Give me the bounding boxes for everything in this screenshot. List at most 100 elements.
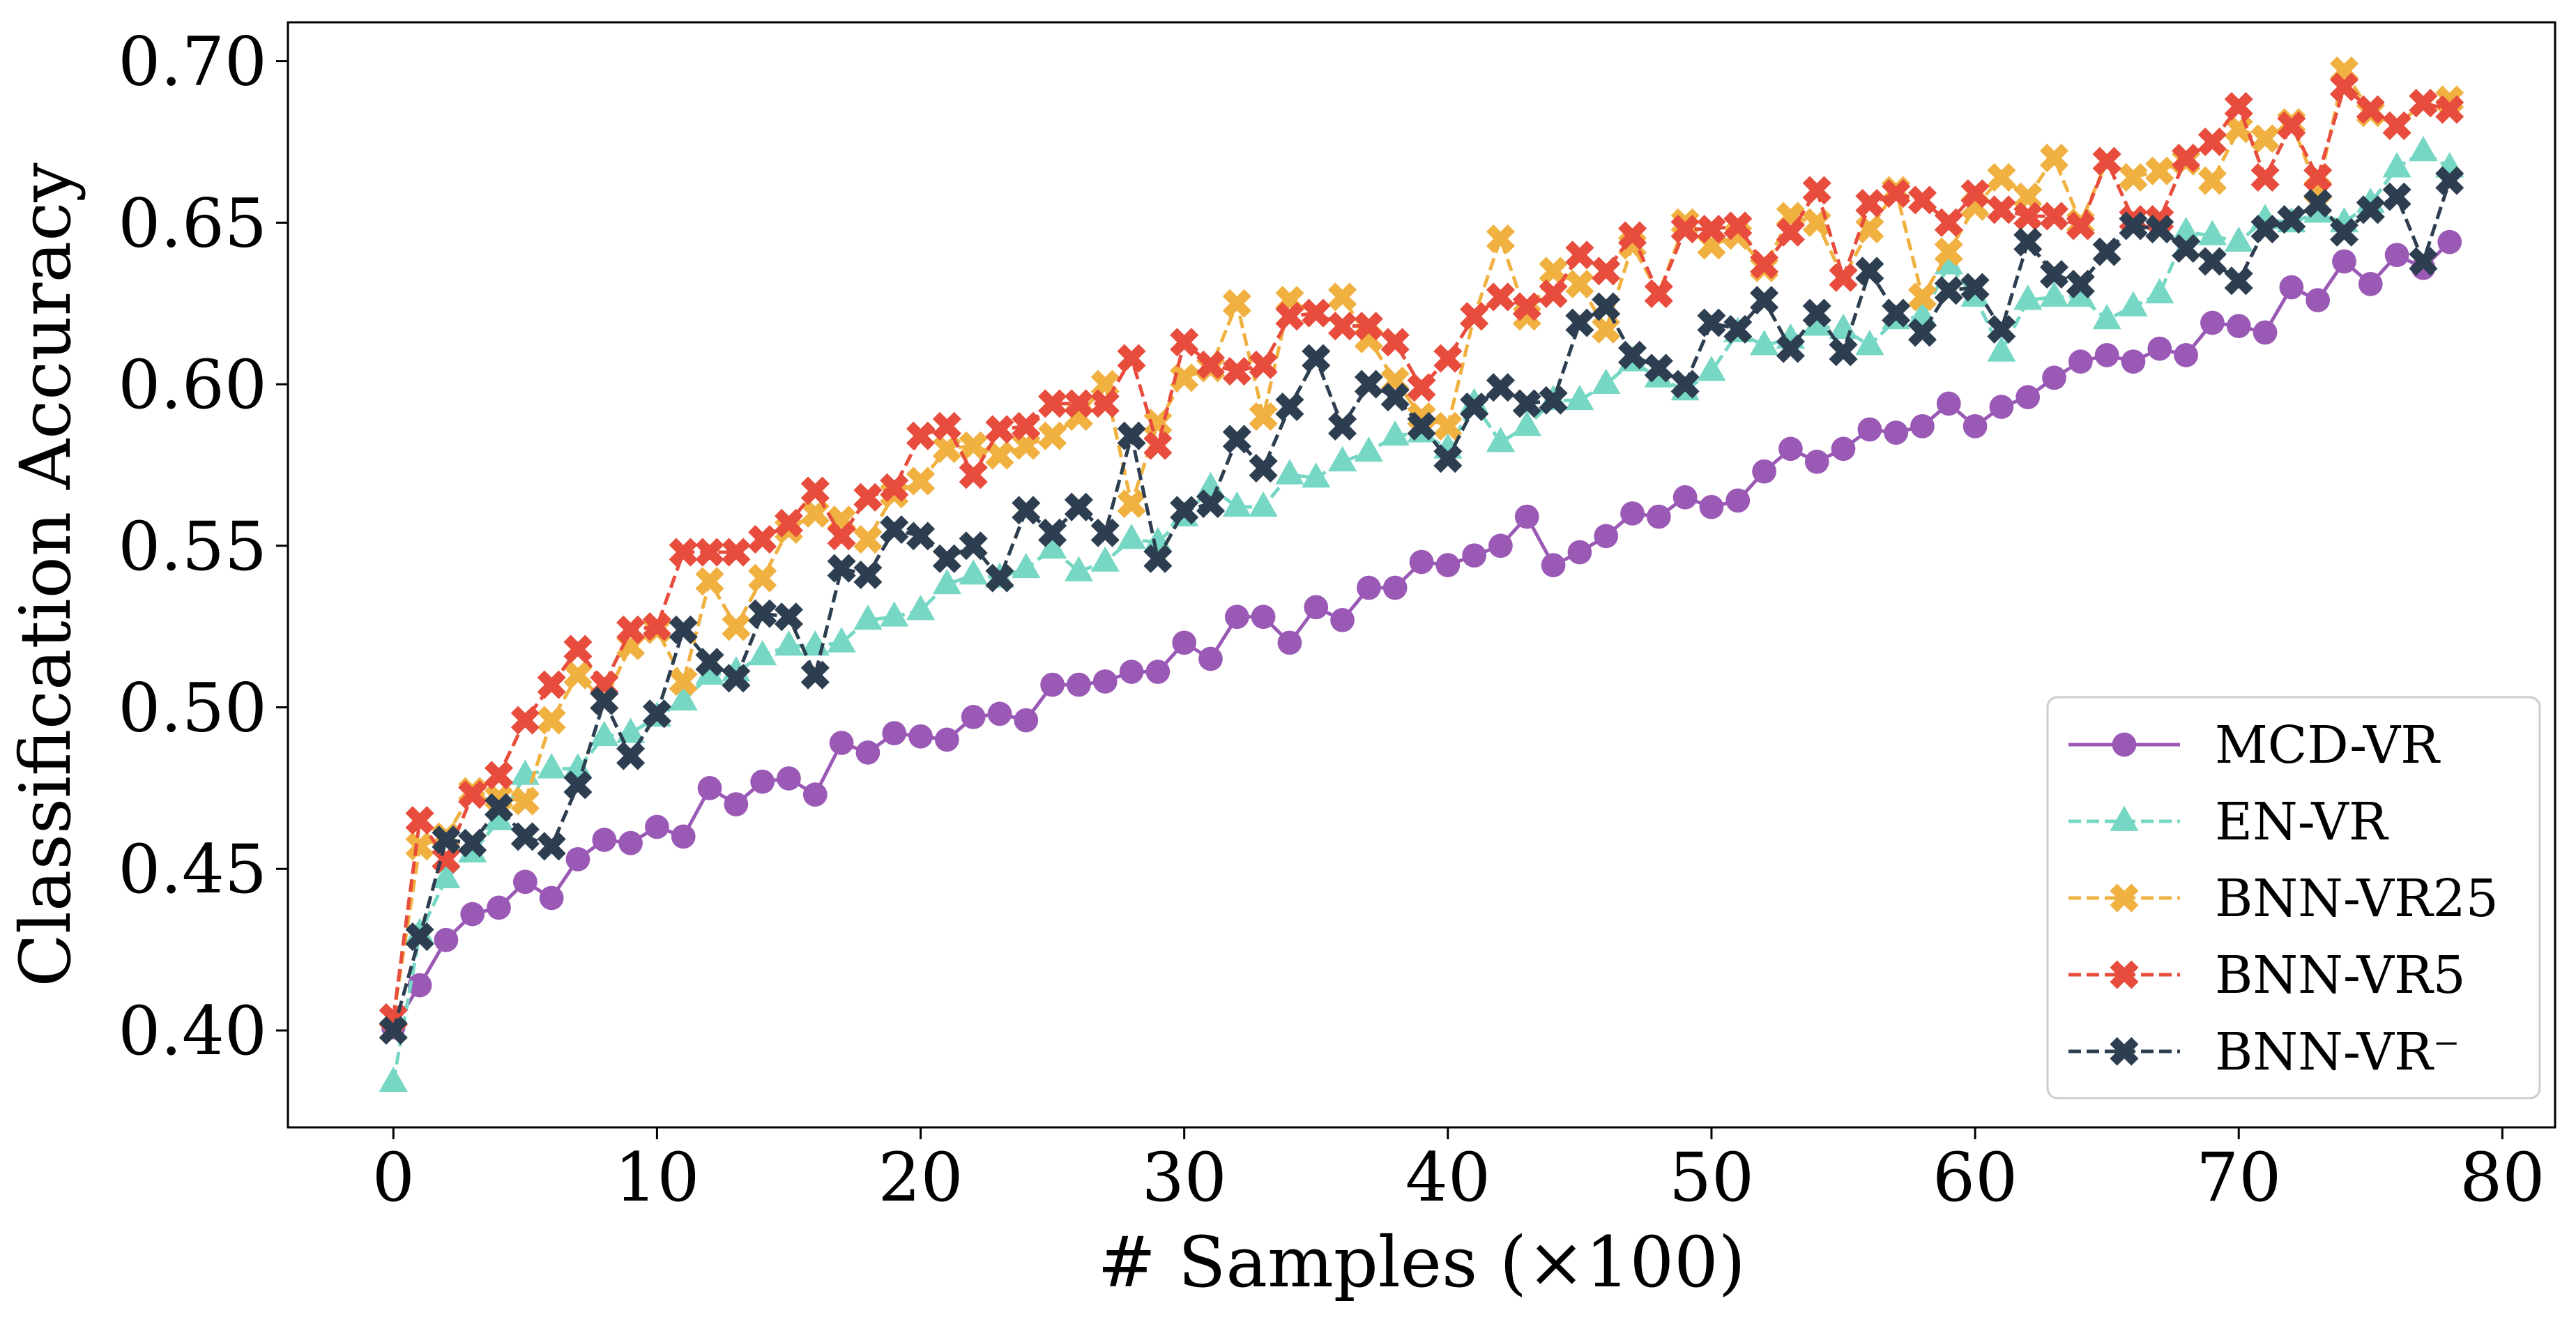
data-point [487, 895, 511, 920]
legend-marker [2110, 805, 2139, 831]
data-point [671, 824, 696, 849]
y-tick-label: 0.60 [118, 346, 267, 424]
data-point [1723, 314, 1753, 344]
data-point [2013, 227, 2043, 257]
data-point [1620, 501, 1645, 526]
data-point [1934, 249, 1963, 275]
data-point [2329, 73, 2359, 102]
data-point [748, 524, 777, 554]
data-point [2435, 166, 2464, 195]
data-point [1249, 454, 1278, 483]
data-point [537, 670, 566, 699]
data-point [1143, 431, 1173, 460]
data-point [2197, 166, 2227, 195]
data-point [1064, 492, 1093, 522]
data-point [2121, 349, 2146, 374]
data-point [1907, 318, 1937, 347]
data-point [2250, 124, 2280, 153]
data-point [1462, 543, 1486, 568]
data-point [748, 599, 777, 628]
data-point [1354, 370, 1383, 399]
data-point [1672, 485, 1698, 510]
data-point [537, 832, 566, 861]
data-point [1486, 224, 1515, 254]
data-point [1222, 356, 1251, 386]
data-point [1749, 330, 1779, 356]
data-point [1275, 302, 1304, 331]
data-point [1249, 491, 1278, 517]
data-point [2197, 247, 2227, 276]
data-point [669, 667, 698, 696]
data-point [616, 741, 646, 770]
data-point [2197, 127, 2227, 157]
x-tick-label: 50 [1669, 1139, 1754, 1217]
data-point [460, 901, 485, 927]
data-point [2174, 342, 2198, 367]
data-point [1249, 350, 1278, 379]
data-point [563, 660, 593, 690]
data-point [1644, 279, 1673, 308]
data-point [1117, 344, 1146, 373]
data-point [432, 862, 461, 889]
data-point [1987, 314, 2016, 344]
data-point [880, 601, 909, 627]
data-point [1328, 282, 1357, 312]
data-point [1170, 328, 1199, 357]
data-point [458, 828, 487, 858]
data-point [510, 822, 540, 851]
data-point [1196, 489, 1226, 519]
data-point [932, 544, 961, 573]
data-point [1857, 417, 1882, 442]
data-point [379, 1066, 408, 1093]
data-point [777, 766, 801, 791]
data-point [1119, 660, 1144, 684]
data-point [1541, 553, 1566, 577]
x-tick-label: 80 [2460, 1139, 2545, 1217]
data-point [1090, 389, 1120, 418]
data-point [1460, 392, 1489, 422]
data-point [1829, 263, 1858, 292]
data-point [1249, 402, 1278, 431]
data-point [722, 538, 751, 567]
series-0 [381, 229, 2462, 1040]
y-axis-title: Classification Accuracy [5, 162, 86, 987]
data-point [2358, 272, 2383, 296]
data-point [2306, 288, 2331, 312]
data-point [1014, 708, 1039, 733]
data-point [853, 524, 883, 554]
data-point [1090, 546, 1120, 572]
data-point [1222, 425, 1251, 454]
data-point [537, 706, 566, 735]
data-point [1433, 444, 1463, 473]
data-point [2147, 336, 2172, 361]
data-point [827, 627, 856, 653]
data-point [2145, 156, 2174, 185]
data-point [932, 569, 961, 595]
legend-label: MCD-VR [2215, 715, 2441, 775]
legend-box [2046, 696, 2541, 1099]
data-point [642, 612, 671, 641]
data-point [697, 776, 722, 800]
data-point [642, 699, 671, 729]
data-point [800, 660, 830, 690]
data-point [1617, 340, 1647, 370]
data-point [539, 885, 564, 911]
data-point [1855, 188, 1884, 218]
data-point [2303, 162, 2333, 192]
legend-marker [2112, 732, 2137, 757]
data-point [1037, 533, 1067, 559]
data-point [1067, 672, 1091, 697]
data-point [2092, 146, 2121, 176]
data-point [1670, 215, 1700, 244]
data-point [1302, 298, 1331, 328]
data-point [1330, 608, 1355, 632]
data-point [1196, 350, 1226, 379]
data-point [827, 522, 856, 551]
data-point [2039, 144, 2069, 173]
x-tick-label: 30 [1142, 1139, 1227, 1217]
data-point [959, 559, 988, 585]
data-point [1012, 496, 1041, 525]
data-point [1934, 276, 1963, 305]
x-tick-label: 60 [1933, 1139, 2018, 1217]
